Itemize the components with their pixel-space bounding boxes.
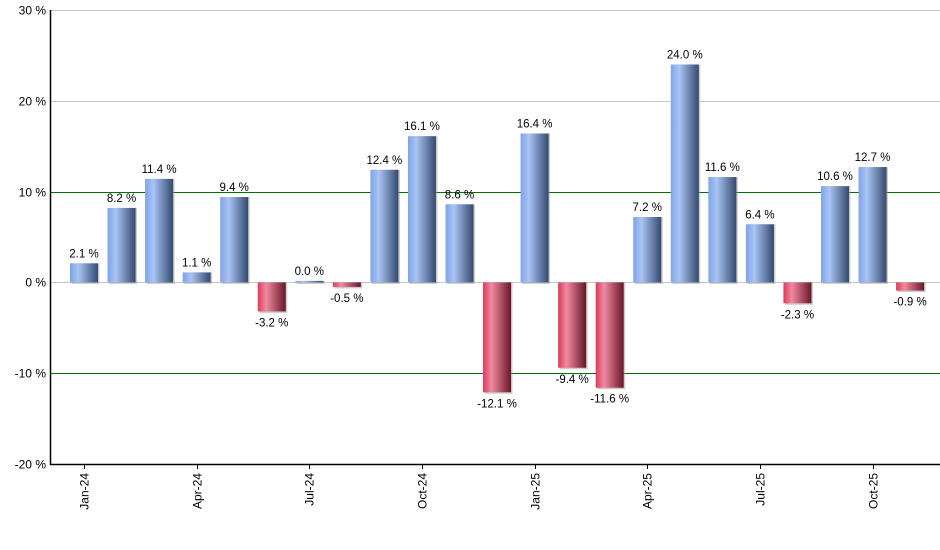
- bar-May-25: [670, 64, 699, 283]
- bar-value-label: 11.4 %: [142, 164, 177, 176]
- bar-Sep-25: [821, 186, 849, 283]
- bar-Jul-24: [295, 280, 324, 283]
- y-tick-label: 0 %: [25, 276, 46, 290]
- x-tick-label: Jan-25: [529, 473, 543, 510]
- y-tick-label: -20 %: [15, 458, 47, 472]
- bar-Feb-25: [558, 282, 587, 368]
- bar-Dec-24: [483, 282, 512, 393]
- bar-Jan-24: [70, 263, 98, 283]
- bar-May-24: [220, 197, 249, 283]
- bar-value-label: -12.1 %: [477, 398, 517, 410]
- x-tick-label: Jan-24: [78, 473, 92, 510]
- bar-value-label: 6.4 %: [745, 209, 774, 221]
- bar-value-label: 8.2 %: [107, 193, 136, 205]
- bar-value-label: 2.1 %: [69, 248, 98, 260]
- x-tick-label: Apr-25: [641, 473, 655, 509]
- bar-value-label: 1.1 %: [182, 257, 211, 269]
- bar-Aug-25: [783, 282, 812, 304]
- y-tick-label: 30 %: [19, 4, 47, 18]
- bar-Oct-24: [407, 136, 436, 283]
- bar-value-label: 12.7 %: [855, 152, 891, 164]
- y-tick-label: 10 %: [19, 186, 47, 200]
- bar-value-label: -3.2 %: [255, 317, 288, 329]
- bar-Jan-25: [520, 133, 549, 283]
- bar-value-label: 0.0 %: [295, 266, 324, 278]
- bar-value-label: 8.6 %: [445, 189, 474, 201]
- bars: 2.1 % 8.2 % 11.4 % 1.1 % 9.4 % -3.2 % 0.0 % -0.…: [69, 49, 926, 410]
- bar-Mar-24: [145, 178, 174, 283]
- x-tick-label: Jul-25: [754, 473, 768, 506]
- bar-Jun-24: [257, 282, 286, 312]
- bar-value-label: 10.6 %: [817, 171, 853, 183]
- bar-Feb-24: [107, 207, 136, 283]
- bar-value-label: 24.0 %: [667, 49, 703, 61]
- x-tick-label: Apr-24: [191, 473, 205, 509]
- x-tick-label: Jul-24: [303, 473, 317, 506]
- bar-value-label: -0.9 %: [893, 297, 926, 309]
- bar-Nov-24: [445, 204, 474, 283]
- bar-Apr-24: [182, 272, 211, 283]
- bar-Sep-24: [370, 169, 399, 283]
- bar-value-label: 12.4 %: [366, 155, 402, 167]
- bar-value-label: 11.6 %: [705, 162, 740, 174]
- bar-Aug-24: [332, 282, 361, 287]
- bar-Apr-25: [633, 217, 662, 283]
- bar-value-label: 16.1 %: [404, 121, 440, 133]
- bar-Nov-25: [896, 282, 925, 291]
- bar-value-label: 7.2 %: [633, 202, 662, 214]
- bar-value-label: -11.6 %: [590, 394, 629, 406]
- bar-Jun-25: [708, 177, 737, 283]
- axes: 30 % 20 % 10 % 0 % -10 % -20 % Jan-24 Apr-24 Jul…: [15, 4, 940, 510]
- bar-value-label: 16.4 %: [517, 118, 553, 130]
- bar-value-label: -9.4 %: [556, 374, 589, 386]
- bar-value-label: -0.5 %: [330, 293, 363, 305]
- bar-value-label: 9.4 %: [219, 182, 248, 194]
- x-tick-label: Oct-25: [867, 473, 881, 509]
- y-tick-label: 20 %: [19, 95, 47, 109]
- bar-Oct-25: [858, 167, 887, 283]
- bar-Jul-25: [745, 224, 774, 283]
- y-tick-label: -10 %: [15, 367, 47, 381]
- bar-Mar-25: [595, 282, 624, 388]
- x-tick-label: Oct-24: [416, 473, 430, 509]
- bar-value-label: -2.3 %: [781, 309, 814, 321]
